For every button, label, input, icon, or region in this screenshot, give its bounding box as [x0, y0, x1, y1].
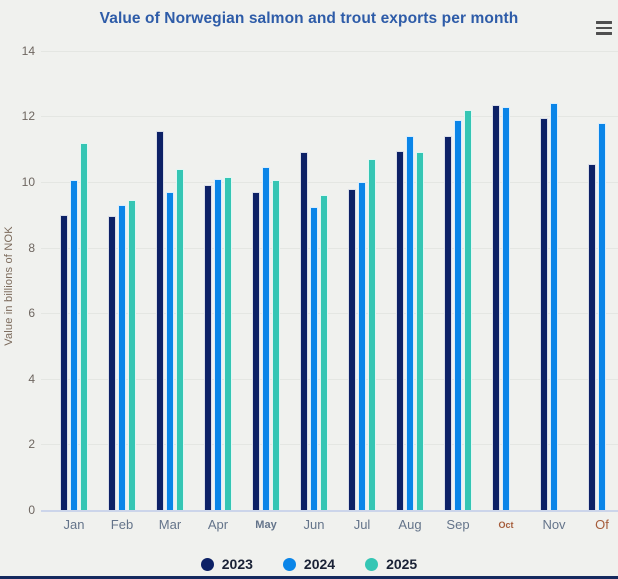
x-axis-label-feb: Feb	[110, 517, 134, 532]
bar-2023-sep[interactable]	[444, 136, 453, 510]
bar-2024-mar[interactable]	[166, 191, 174, 510]
bar-2023-jun[interactable]	[300, 152, 309, 510]
bar-2023-jan[interactable]	[60, 214, 69, 510]
y-axis-tick-label: 14	[21, 43, 35, 58]
y-axis-tick-label: 8	[28, 240, 35, 255]
bar-2023-apr[interactable]	[204, 185, 213, 510]
bar-2025-jun[interactable]	[319, 195, 328, 510]
bar-2023-mar[interactable]	[156, 131, 165, 510]
bar-2024-nov[interactable]	[550, 103, 558, 510]
bar-2023-jul[interactable]	[348, 188, 357, 510]
legend-label-2023: 2023	[221, 556, 253, 572]
legend-item-2023[interactable]: 2023	[200, 556, 253, 572]
gridline-12	[41, 116, 618, 118]
x-axis-label-sep: Sep	[446, 517, 470, 532]
legend-dot-2025	[365, 557, 379, 571]
y-axis-tick-label: 12	[21, 109, 35, 124]
y-axis-title: Value in billions of NOK	[3, 226, 15, 346]
x-axis-label-may: May	[255, 519, 277, 531]
bar-2023-oct[interactable]	[492, 104, 501, 510]
hamburger-icon	[596, 21, 612, 35]
bar-2023-of[interactable]	[588, 163, 597, 510]
gridline-8	[41, 247, 618, 249]
gridline-10	[41, 182, 618, 183]
x-axis-label-jan: Jan	[63, 517, 85, 532]
bar-2023-aug[interactable]	[396, 150, 405, 510]
bar-2025-jan[interactable]	[79, 142, 88, 510]
context-menu-button[interactable]	[592, 16, 616, 40]
bar-2025-may[interactable]	[271, 180, 280, 510]
gridline-2	[41, 444, 618, 446]
legend: 2023 2024 2025	[0, 553, 618, 575]
bar-2024-may[interactable]	[262, 167, 270, 510]
bar-2025-jul[interactable]	[367, 159, 376, 510]
bar-2024-jun[interactable]	[310, 206, 318, 510]
bar-2024-oct[interactable]	[502, 106, 510, 510]
bar-2025-sep[interactable]	[463, 109, 472, 510]
legend-label-2024: 2024	[303, 556, 336, 572]
bottom-divider	[0, 576, 618, 579]
bar-2024-sep[interactable]	[454, 119, 462, 510]
legend-dot-2024	[282, 557, 296, 571]
y-axis-tick-label: 0	[28, 503, 35, 517]
x-axis-label-mar: Mar	[158, 517, 182, 532]
bar-2025-aug[interactable]	[415, 152, 424, 510]
x-axis-label-jul: Jul	[353, 517, 371, 532]
x-axis-label-jun: Jun	[303, 517, 325, 532]
x-axis-label-nov: Nov	[542, 517, 566, 532]
x-axis-label-of: Of	[595, 517, 609, 532]
bar-2025-apr[interactable]	[223, 177, 232, 510]
y-axis-tick-label: 6	[28, 306, 35, 321]
x-axis-line	[41, 510, 618, 512]
gridline-14	[41, 50, 618, 52]
bar-2023-nov[interactable]	[540, 118, 549, 510]
bar-2024-jul[interactable]	[358, 182, 366, 510]
y-axis-tick-label: 4	[28, 371, 35, 386]
x-axis-label-oct: Oct	[498, 520, 514, 530]
bar-2024-apr[interactable]	[214, 178, 222, 510]
bar-2024-feb[interactable]	[118, 204, 126, 510]
legend-item-2025[interactable]: 2025	[365, 556, 417, 572]
gridline-4	[41, 378, 618, 380]
bar-2025-feb[interactable]	[127, 200, 136, 510]
bar-2024-of[interactable]	[598, 122, 606, 510]
gridline-6	[41, 313, 618, 315]
bar-2023-feb[interactable]	[108, 216, 117, 510]
bar-2023-may[interactable]	[252, 191, 261, 510]
x-axis-label-aug: Aug	[398, 517, 422, 532]
legend-label-2025: 2025	[386, 556, 418, 572]
legend-item-2024[interactable]: 2024	[282, 556, 336, 572]
legend-dot-2023	[200, 557, 214, 571]
y-axis-tick-label: 10	[21, 175, 35, 189]
bar-2024-jan[interactable]	[70, 180, 78, 510]
y-axis-tick-label: 2	[28, 437, 35, 452]
bar-2025-mar[interactable]	[175, 168, 184, 510]
chart-title: Value of Norwegian salmon and trout expo…	[99, 10, 519, 27]
bar-2024-aug[interactable]	[406, 136, 414, 510]
x-axis-label-apr: Apr	[207, 517, 229, 532]
